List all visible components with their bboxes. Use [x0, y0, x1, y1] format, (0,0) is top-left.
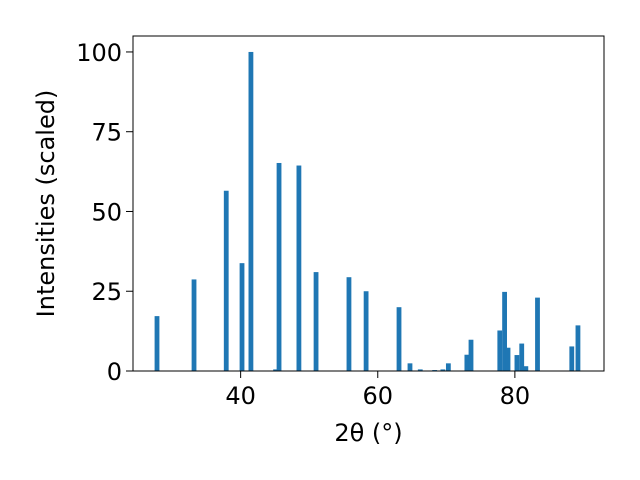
plot-frame — [132, 35, 605, 372]
bar — [519, 343, 525, 371]
x-tick-label: 40 — [225, 382, 256, 410]
bar — [296, 165, 302, 371]
bar — [273, 369, 278, 371]
bar — [248, 51, 254, 371]
bar — [535, 297, 540, 371]
bar — [440, 369, 446, 371]
bar — [313, 272, 319, 371]
ticks-group: 40 60 80 0 25 50 75 100 — [76, 39, 530, 410]
bar — [523, 366, 529, 371]
bar — [154, 316, 160, 371]
x-tick-label: 60 — [362, 382, 393, 410]
y-tick-label: 50 — [91, 198, 122, 226]
bar — [276, 162, 282, 371]
bar — [396, 307, 402, 371]
bar — [445, 363, 451, 371]
y-tick-label: 100 — [76, 39, 122, 67]
bar — [514, 355, 520, 371]
bar — [417, 369, 423, 371]
bar — [346, 277, 352, 371]
x-axis-label: 2θ (°) — [334, 419, 402, 447]
bar — [407, 363, 413, 371]
y-tick-label: 0 — [107, 358, 122, 386]
y-tick-label: 25 — [91, 278, 122, 306]
bar — [497, 330, 503, 371]
bar — [468, 339, 474, 371]
bars-group — [154, 51, 581, 371]
bar — [223, 190, 229, 371]
y-axis-label: Intensities (scaled) — [32, 90, 60, 318]
x-tick-label: 80 — [500, 382, 531, 410]
bar — [575, 325, 581, 371]
bar — [239, 263, 245, 371]
bar — [505, 347, 511, 371]
bar — [191, 279, 197, 371]
bar — [502, 291, 507, 371]
bar — [363, 291, 369, 371]
bar — [569, 346, 575, 371]
y-tick-label: 75 — [91, 119, 122, 147]
bar — [464, 354, 470, 371]
